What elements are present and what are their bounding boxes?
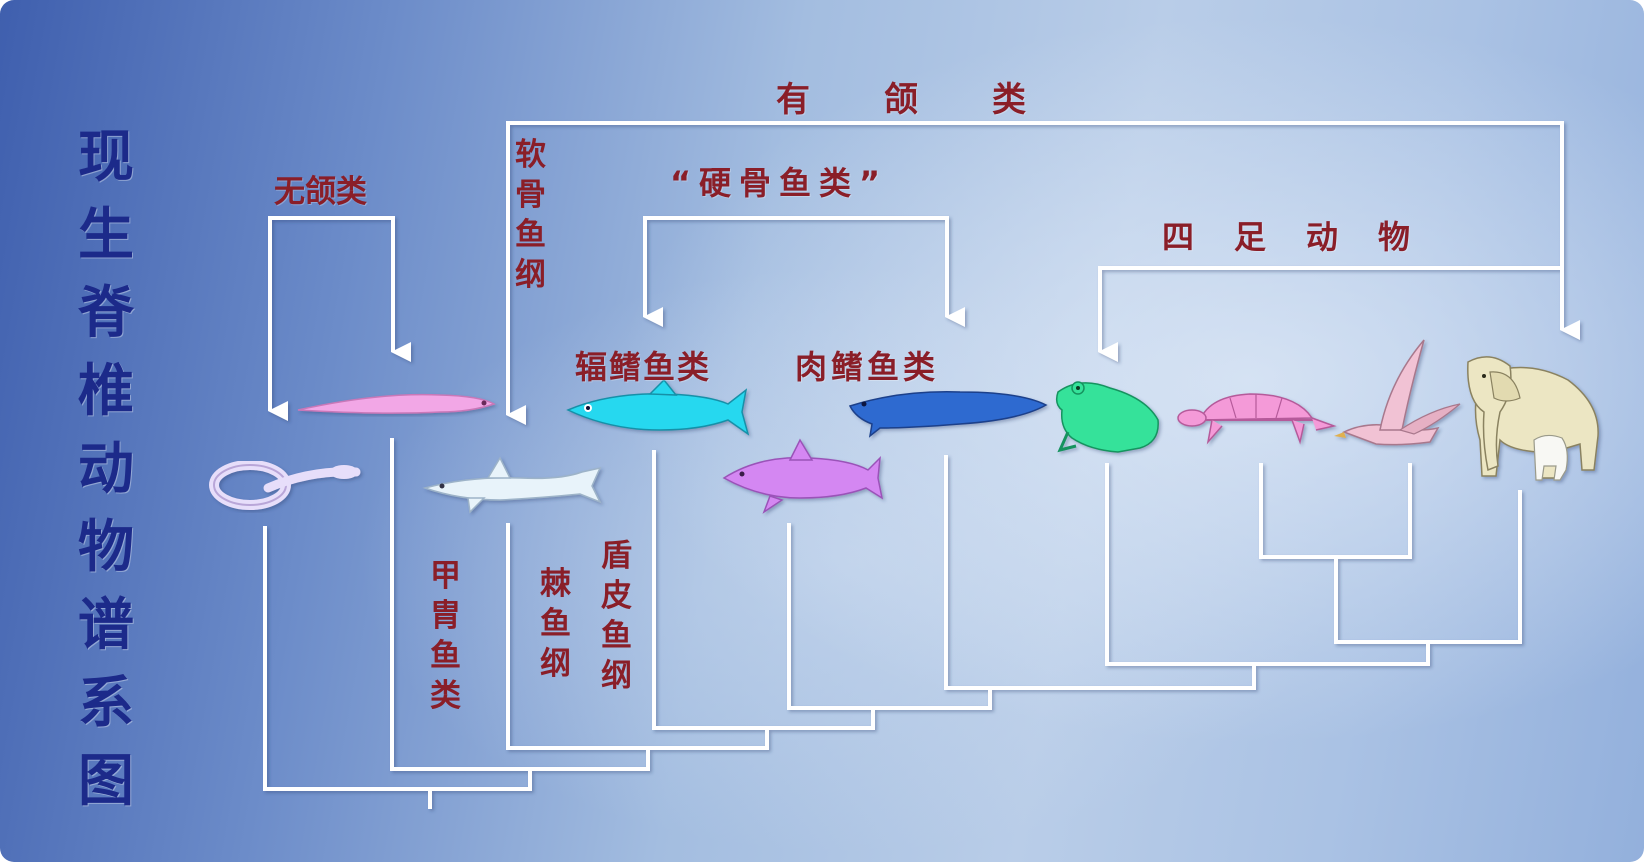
- label-chondrichthyes: 软骨鱼纲: [515, 135, 546, 295]
- title-char: 生: [78, 202, 134, 268]
- turtle-illustration: [1177, 393, 1337, 445]
- vertical-label-char: 鱼: [540, 606, 571, 642]
- vertical-label-char: 盾: [601, 538, 632, 574]
- label-bony-fishes: “硬骨鱼类”: [670, 164, 889, 202]
- cladogram-tree: [263, 438, 1522, 809]
- label-lobe-finned-fishes: 肉鳍鱼类: [795, 348, 940, 386]
- label-jawless: 无颌类: [274, 174, 367, 210]
- vertical-label-char: 纲: [515, 257, 546, 293]
- label-acanthodii: 棘鱼纲: [540, 564, 571, 684]
- title-char: 现: [78, 124, 134, 190]
- bird-illustration: [1334, 339, 1461, 446]
- title-char: 谱: [78, 592, 134, 658]
- vertical-label-char: 骨: [515, 177, 546, 213]
- page-title: 现生脊椎动物谱系图: [66, 118, 146, 820]
- title-char: 图: [78, 748, 134, 814]
- lamprey-illustration: [297, 393, 496, 414]
- title-char: 物: [78, 514, 134, 580]
- title-char: 系: [78, 670, 134, 736]
- vertical-label-char: 鱼: [601, 618, 632, 654]
- vertical-label-char: 软: [515, 137, 546, 173]
- title-char: 脊: [78, 280, 134, 346]
- label-ostracoderms: 甲胄鱼类: [430, 556, 461, 716]
- frog-illustration: [1055, 381, 1159, 453]
- label-ray-finned-fishes: 辐鳍鱼类: [575, 348, 712, 386]
- ray-finned-fish-illustration: [566, 378, 750, 436]
- vertical-label-char: 胄: [430, 598, 461, 634]
- label-tetrapods: 四 足 动 物: [1162, 218, 1415, 256]
- vertical-label-char: 甲: [430, 558, 461, 594]
- hagfish-illustration: [209, 460, 361, 510]
- vertical-label-char: 棘: [540, 566, 571, 602]
- label-jawed-vertebrates: 有 颌 类: [776, 80, 1028, 120]
- vertical-label-char: 纲: [601, 658, 632, 694]
- label-placodermi: 盾皮鱼纲: [601, 536, 632, 696]
- vertical-label-char: 类: [430, 678, 461, 714]
- title-char: 椎: [78, 358, 134, 424]
- elephant-illustration: [1467, 356, 1599, 481]
- title-char: 动: [78, 436, 134, 502]
- vertical-label-char: 鱼: [515, 217, 546, 253]
- vertical-label-char: 鱼: [430, 638, 461, 674]
- group-arrows: [268, 121, 1580, 425]
- coelacanth-illustration: [722, 438, 884, 514]
- vertical-label-char: 皮: [601, 578, 632, 614]
- lungfish-illustration: [848, 391, 1048, 438]
- vertical-label-char: 纲: [540, 646, 571, 682]
- shark-illustration: [422, 456, 602, 514]
